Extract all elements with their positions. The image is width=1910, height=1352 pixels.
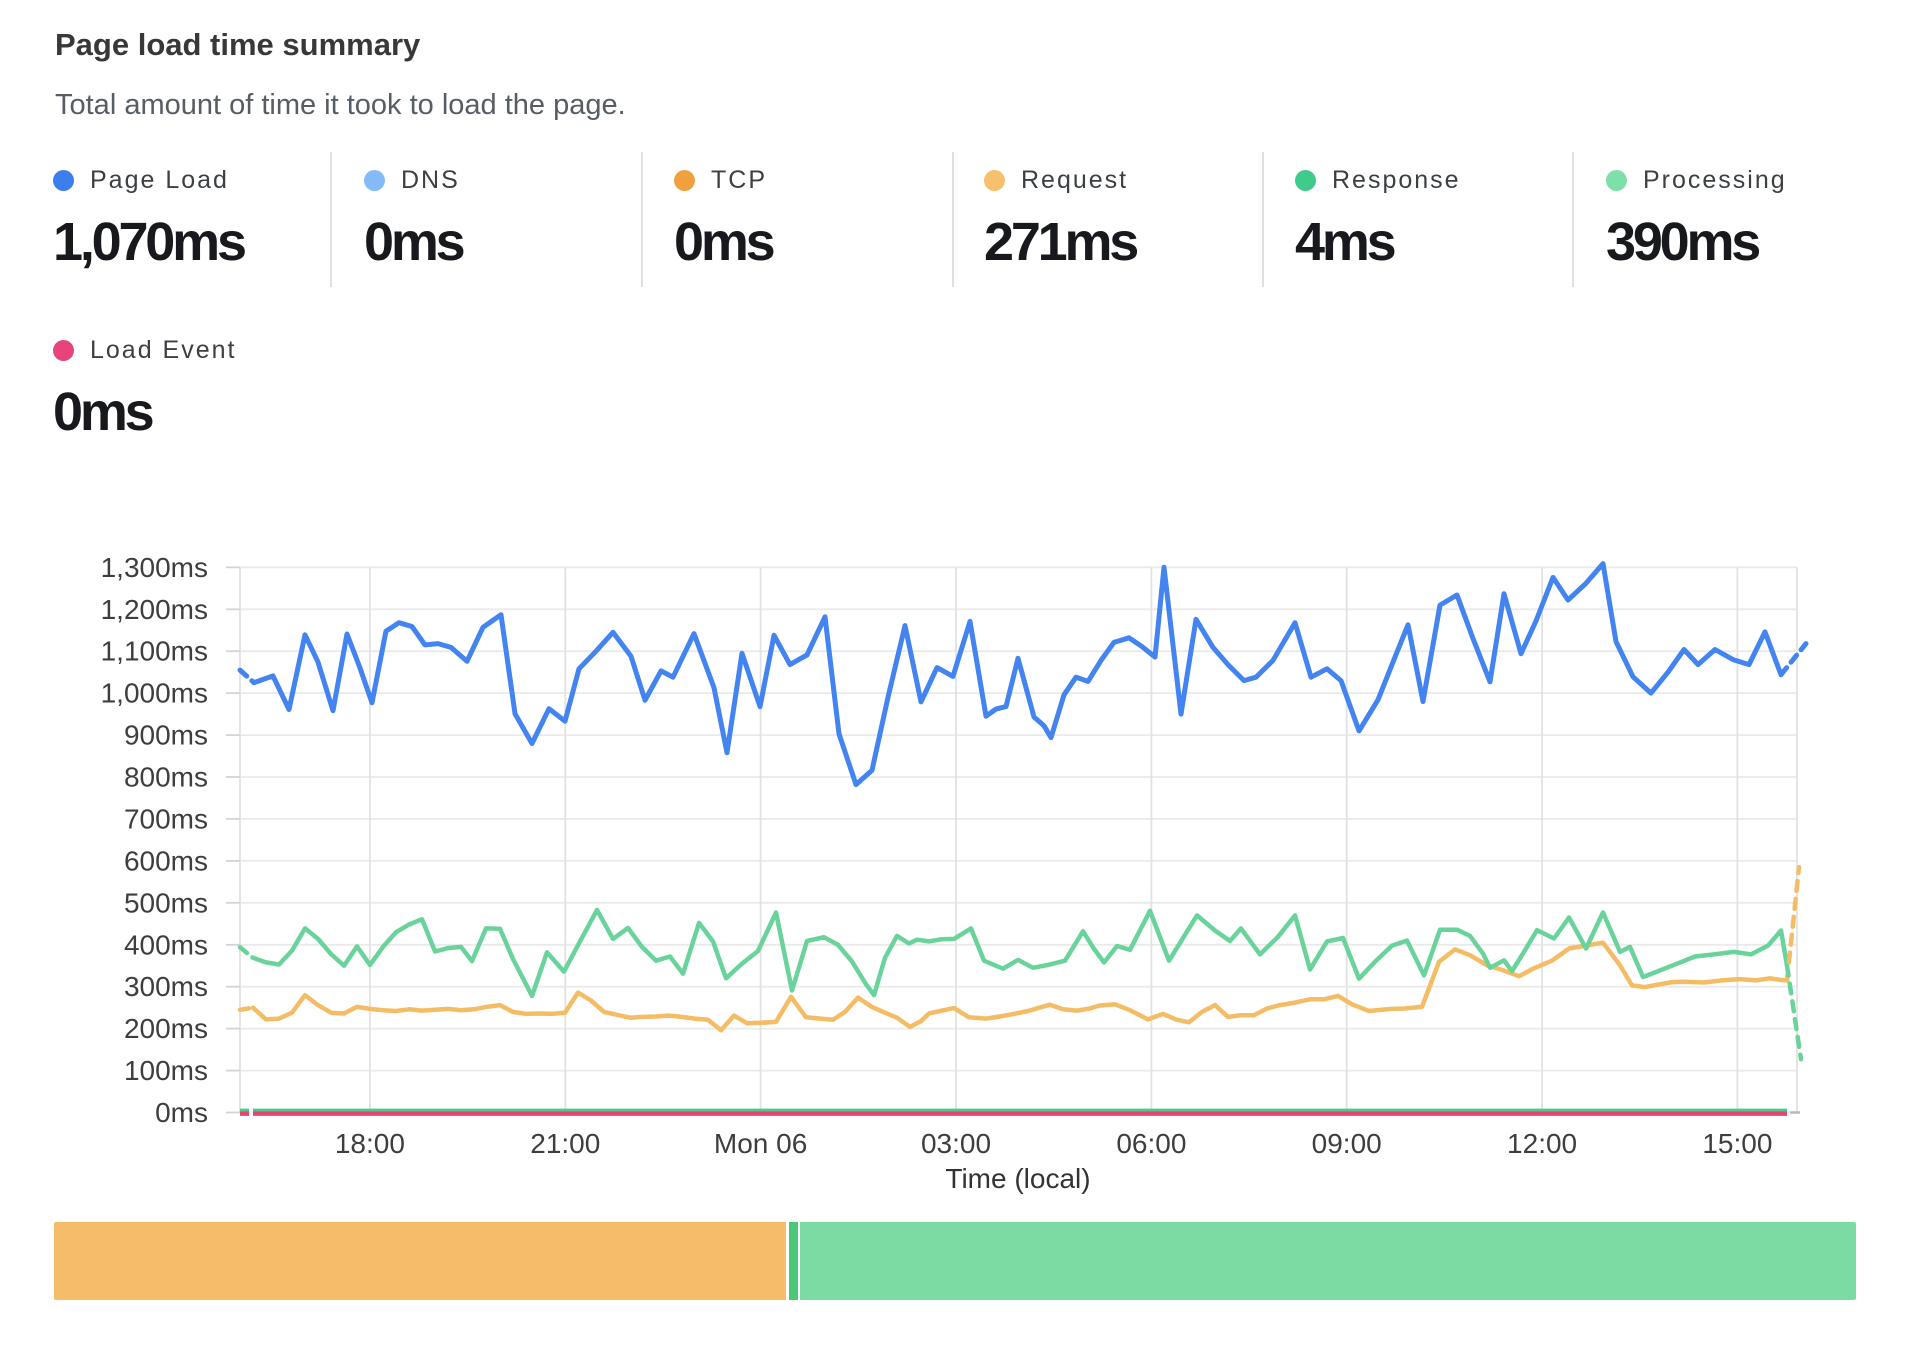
svg-text:09:00: 09:00 (1312, 1128, 1382, 1159)
svg-text:200ms: 200ms (124, 1013, 208, 1044)
svg-text:1,000ms: 1,000ms (101, 678, 208, 709)
svg-text:21:00: 21:00 (530, 1128, 600, 1159)
svg-text:500ms: 500ms (124, 887, 208, 918)
svg-text:800ms: 800ms (124, 762, 208, 793)
svg-text:03:00: 03:00 (921, 1128, 991, 1159)
svg-text:0ms: 0ms (155, 1097, 208, 1128)
svg-text:600ms: 600ms (124, 845, 208, 876)
svg-text:Time (local): Time (local) (945, 1163, 1090, 1194)
svg-text:100ms: 100ms (124, 1055, 208, 1086)
svg-text:12:00: 12:00 (1507, 1128, 1577, 1159)
svg-text:Mon 06: Mon 06 (714, 1128, 807, 1159)
svg-text:1,200ms: 1,200ms (101, 594, 208, 625)
svg-text:06:00: 06:00 (1116, 1128, 1186, 1159)
svg-text:700ms: 700ms (124, 803, 208, 834)
svg-text:18:00: 18:00 (335, 1128, 405, 1159)
svg-text:900ms: 900ms (124, 720, 208, 751)
svg-text:300ms: 300ms (124, 971, 208, 1002)
svg-text:400ms: 400ms (124, 929, 208, 960)
svg-text:15:00: 15:00 (1702, 1128, 1772, 1159)
svg-text:1,100ms: 1,100ms (101, 636, 208, 667)
svg-text:1,300ms: 1,300ms (101, 552, 208, 583)
